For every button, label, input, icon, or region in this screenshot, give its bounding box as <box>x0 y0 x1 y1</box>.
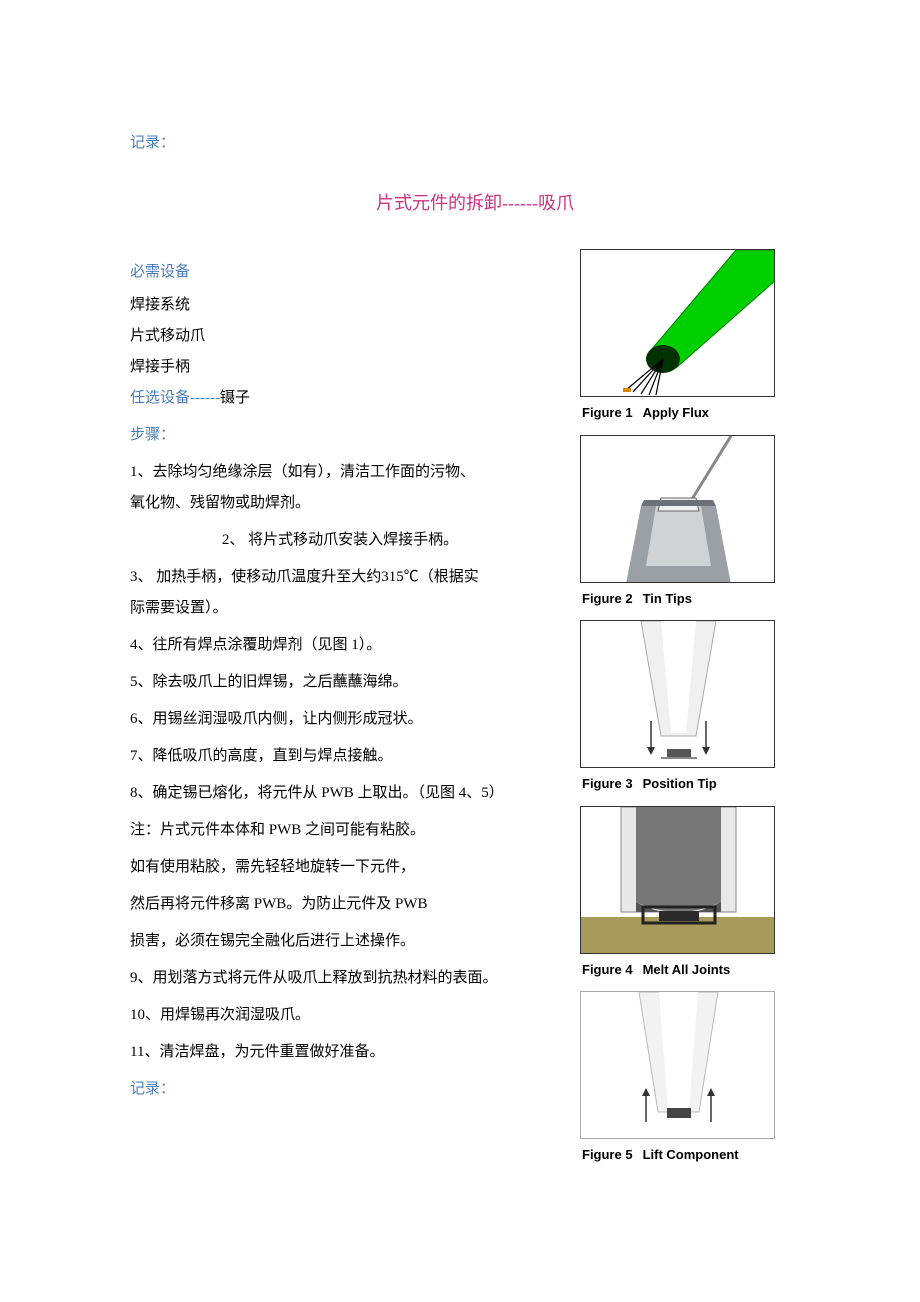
step-text: 氧化物、残留物或助焊剂。 <box>130 490 550 517</box>
optional-item: 镊子 <box>220 390 250 406</box>
figure-number: Figure 1 <box>582 405 633 420</box>
figure-2-image <box>580 435 775 583</box>
figure-caption: Lift Component <box>643 1147 739 1162</box>
step-text: 3、 加热手柄，使移动爪温度升至大约315℃（根据实 <box>130 564 550 591</box>
figure-5-image <box>580 991 775 1139</box>
optional-dashes: ------ <box>190 390 220 406</box>
lift-component-icon <box>581 992 775 1139</box>
figure-4-image <box>580 806 775 954</box>
figure-3-image <box>580 620 775 768</box>
equipment-item: 焊接手柄 <box>130 354 550 381</box>
required-equipment-heading: 必需设备 <box>130 264 190 280</box>
optional-equipment-heading: 任选设备 <box>130 390 190 406</box>
figure-number: Figure 5 <box>582 1147 633 1162</box>
figure-column: Figure 1 Apply Flux Figure 2 Tin Tips <box>580 249 780 1176</box>
step-text: 5、除去吸爪上的旧焊锡，之后蘸蘸海绵。 <box>130 669 550 696</box>
text-column: 必需设备 焊接系统 片式移动爪 焊接手柄 任选设备------镊子 步骤： 1、… <box>130 249 550 1109</box>
melt-joints-icon <box>581 807 775 954</box>
step-text: 9、用划落方式将元件从吸爪上释放到抗热材料的表面。 <box>130 965 550 992</box>
step-text: 7、降低吸爪的高度，直到与焊点接触。 <box>130 743 550 770</box>
figure-1-image <box>580 249 775 397</box>
tin-tips-icon <box>581 436 775 583</box>
figure-caption: Apply Flux <box>643 405 709 420</box>
figure-block: Figure 1 Apply Flux <box>580 249 780 424</box>
position-tip-icon <box>581 621 775 768</box>
step-text: 1、去除均匀绝缘涂层（如有），清洁工作面的污物、 <box>130 459 550 486</box>
note-text: 然后再将元件移离 PWB。为防止元件及 PWB <box>130 891 550 918</box>
equipment-item: 焊接系统 <box>130 292 550 319</box>
figure-caption: Position Tip <box>643 776 717 791</box>
record-label-bottom: 记录： <box>130 1081 175 1097</box>
flux-pen-icon <box>581 250 775 397</box>
figure-block: Figure 3 Position Tip <box>580 620 780 795</box>
note-text: 如有使用粘胶，需先轻轻地旋转一下元件， <box>130 854 550 881</box>
step-text: 11、清洁焊盘，为元件重置做好准备。 <box>130 1039 550 1066</box>
figure-block: Figure 4 Melt All Joints <box>580 806 780 981</box>
step-text: 6、用锡丝润湿吸爪内侧，让内侧形成冠状。 <box>130 706 550 733</box>
step-text: 10、用焊锡再次润湿吸爪。 <box>130 1002 550 1029</box>
equipment-item: 片式移动爪 <box>130 323 550 350</box>
figure-number: Figure 4 <box>582 962 633 977</box>
figure-block: Figure 5 Lift Component <box>580 991 780 1166</box>
figure-caption: Melt All Joints <box>643 962 731 977</box>
record-label-top: 记录： <box>130 135 175 151</box>
note-text: 损害，必须在锡完全融化后进行上述操作。 <box>130 928 550 955</box>
step-text: 2、 将片式移动爪安装入焊接手柄。 <box>130 527 550 554</box>
step-text: 8、确定锡已熔化，将元件从 PWB 上取出。（见图 4、5） <box>130 780 550 807</box>
figure-number: Figure 2 <box>582 591 633 606</box>
page-title: 片式元件的拆卸------吸爪 <box>376 193 574 213</box>
figure-number: Figure 3 <box>582 776 633 791</box>
step-text: 4、往所有焊点涂覆助焊剂（见图 1）。 <box>130 632 550 659</box>
figure-block: Figure 2 Tin Tips <box>580 435 780 610</box>
figure-caption: Tin Tips <box>643 591 692 606</box>
note-text: 注：片式元件本体和 PWB 之间可能有粘胶。 <box>130 817 550 844</box>
steps-heading: 步骤： <box>130 427 175 443</box>
step-text: 际需要设置）。 <box>130 595 550 622</box>
